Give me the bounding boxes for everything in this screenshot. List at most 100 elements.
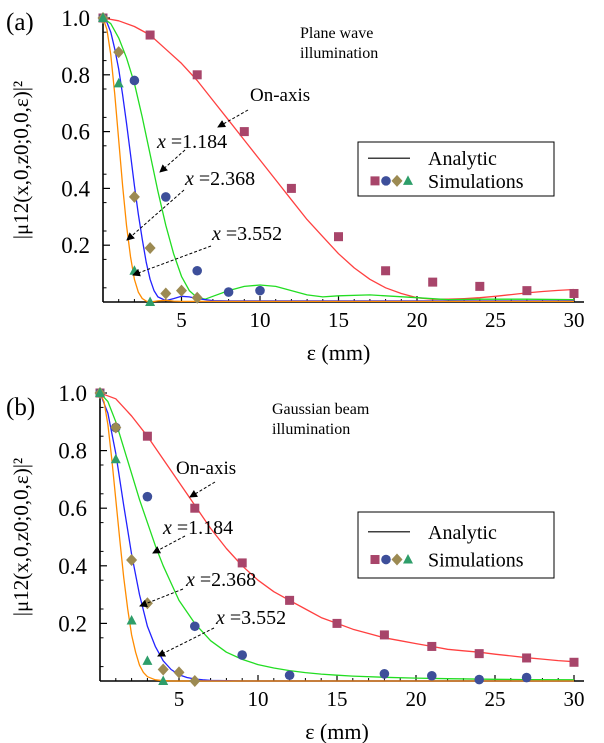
illumination-label: illumination (272, 421, 350, 438)
annotation-arrow (159, 149, 186, 173)
legend-box (357, 141, 555, 197)
legend-analytic-label: Analytic (428, 148, 497, 170)
x-tick-label: 10 (250, 308, 271, 332)
legend-box (357, 511, 555, 579)
y-tick-label: 0.2 (61, 233, 90, 258)
annotation-x-3-552: x =3.552 (211, 223, 282, 245)
point-x-1-184 (142, 491, 153, 502)
y-tick-label: 0.2 (58, 611, 87, 636)
point-x-1-184 (190, 621, 200, 632)
legend-simulations-label: Simulations (428, 550, 524, 572)
point-x-2-368 (144, 242, 156, 255)
point-x-1-184 (223, 287, 234, 297)
point-x-3-552 (142, 655, 153, 665)
point-x-1-184 (129, 75, 140, 86)
curve-x-1-184 (102, 17, 575, 301)
point-on-axis (381, 266, 391, 276)
annotation-arrow (132, 245, 212, 277)
x-tick-label: 25 (485, 687, 506, 711)
annotation-arrow (126, 189, 185, 241)
point-x-2-368 (160, 287, 172, 300)
legend-marker-diamond (391, 553, 403, 566)
curve-on-axis (102, 17, 575, 300)
annotation-x-2-368: x =2.368 (185, 569, 256, 591)
panel-a: 5 10 15 20 25 30 0.2 0.4 0.6 0.8 1.0 ε (mm) |μ12(x,0… (6, 6, 585, 365)
y-tick-label: 0.4 (58, 554, 87, 579)
point-on-axis (379, 630, 389, 640)
point-x-2-368 (189, 675, 201, 687)
x-axis-label: ε (mm) (305, 719, 369, 743)
x-tick-label: 20 (407, 308, 428, 332)
point-on-axis (334, 232, 343, 242)
annotation-arrow (139, 588, 184, 608)
annotation-arrow (157, 627, 215, 657)
point-on-axis (475, 281, 485, 291)
legend-marker-square (370, 555, 380, 565)
point-x-1-184 (237, 650, 247, 660)
x-tick-label: 15 (328, 308, 349, 332)
point-x-2-368 (176, 284, 187, 297)
x-tick-label: 5 (176, 308, 187, 332)
point-x-2-368 (110, 421, 122, 434)
annotation-x-1-184: x =1.184 (156, 131, 227, 153)
point-x-2-368 (173, 666, 185, 679)
point-x-1-184 (284, 670, 295, 681)
point-on-axis (285, 595, 295, 605)
annotation-arrow (189, 481, 216, 498)
legend-simulations-label: Simulations (428, 171, 524, 193)
point-x-3-552 (145, 296, 156, 306)
y-axis-label: |μ12(x,0,z0;0,0,ε)|² (9, 458, 33, 616)
point-x-2-368 (126, 554, 138, 567)
point-x-3-552 (98, 12, 108, 22)
annotation-arrow (217, 109, 249, 128)
point-x-1-184 (427, 671, 437, 681)
x-tick-label: 25 (485, 308, 506, 332)
curve-x-1-184 (99, 392, 575, 681)
x-tick-label: 30 (564, 687, 585, 711)
x-tick-label: 15 (327, 687, 348, 711)
y-axis-label: |μ12(x,0,z0;0,0,ε)|² (9, 81, 33, 239)
x-tick-label: 30 (564, 308, 585, 332)
point-x-3-552 (158, 675, 169, 685)
point-x-3-552 (129, 265, 140, 275)
point-x-2-368 (141, 597, 153, 610)
point-on-axis (522, 653, 532, 663)
y-tick-label: 1.0 (61, 6, 90, 31)
point-x-3-552 (113, 77, 124, 88)
point-on-axis (239, 127, 249, 137)
y-tick-label: 1.0 (58, 381, 87, 406)
point-on-axis (428, 277, 438, 287)
point-on-axis (474, 649, 484, 659)
point-x-3-552 (110, 453, 121, 464)
legend-marker-square (370, 176, 380, 186)
panel-label: (a) (6, 9, 34, 36)
curve-x-3-552 (99, 392, 574, 682)
annotation-on-axis: On-axis (176, 458, 236, 479)
x-tick-label: 10 (248, 687, 269, 711)
y-tick-label: 0.8 (61, 63, 90, 88)
point-on-axis (286, 183, 296, 193)
y-tick-label: 0.6 (58, 496, 87, 521)
legend: Analytic Simulations (357, 511, 555, 579)
point-x-2-368 (191, 291, 203, 304)
point-on-axis (569, 657, 579, 667)
point-on-axis (522, 286, 532, 296)
annotation-arrow (152, 535, 186, 554)
legend-marker-diamond (391, 174, 403, 187)
point-x-2-368 (157, 663, 169, 676)
point-on-axis (142, 431, 152, 441)
illumination-label: Plane wave (300, 25, 373, 42)
point-x-1-184 (474, 674, 485, 685)
x-axis-label: ε (mm) (307, 340, 371, 365)
annotation-x-2-368: x =2.368 (184, 168, 255, 190)
point-on-axis (427, 641, 437, 651)
point-on-axis (569, 288, 579, 298)
point-x-2-368 (128, 190, 140, 203)
annotation-x-3-552: x =3.552 (215, 607, 286, 629)
point-x-2-368 (113, 46, 125, 59)
point-x-1-184 (192, 265, 202, 276)
x-tick-label: 5 (174, 687, 185, 711)
point-on-axis (332, 618, 342, 628)
legend-analytic-label: Analytic (428, 522, 497, 544)
